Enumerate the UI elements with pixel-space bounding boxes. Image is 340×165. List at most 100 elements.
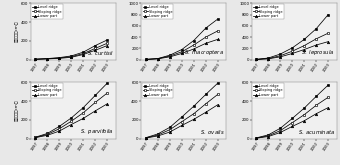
Sloping ridge	[57, 128, 62, 130]
Level ridge	[326, 84, 330, 86]
Sloping ridge	[156, 134, 160, 136]
Sloping ridge	[192, 44, 196, 46]
Sloping ridge	[326, 96, 330, 98]
Lower part	[33, 58, 37, 60]
Level ridge	[216, 82, 220, 84]
Lower part	[57, 130, 62, 132]
Level ridge	[81, 107, 85, 109]
Level ridge	[105, 82, 109, 84]
Sloping ridge	[45, 133, 49, 135]
Legend: Level ridge, Sloping ridge, Lower part: Level ridge, Sloping ridge, Lower part	[142, 83, 173, 98]
Text: $\it{S.\ macroptera}$: $\it{S.\ macroptera}$	[184, 48, 224, 57]
Level ridge	[144, 58, 148, 60]
Sloping ridge	[204, 103, 208, 105]
Level ridge	[192, 105, 196, 107]
Level ridge	[290, 47, 294, 49]
Lower part	[93, 49, 97, 51]
Lower part	[278, 132, 283, 133]
Text: $\it{S.\ curtisii}$: $\it{S.\ curtisii}$	[87, 50, 114, 57]
Line: Lower part: Lower part	[34, 44, 108, 61]
Level ridge	[278, 53, 283, 55]
Level ridge	[302, 107, 306, 109]
Sloping ridge	[144, 58, 148, 60]
Line: Sloping ridge: Sloping ridge	[144, 30, 219, 61]
Sloping ridge	[45, 58, 49, 60]
Level ridge	[204, 27, 208, 29]
Legend: Level ridge, Sloping ridge, Lower part: Level ridge, Sloping ridge, Lower part	[31, 4, 63, 19]
Sloping ridge	[168, 129, 172, 131]
Level ridge	[314, 95, 318, 97]
Line: Lower part: Lower part	[255, 40, 329, 61]
Level ridge	[266, 57, 270, 59]
Lower part	[105, 45, 109, 47]
Level ridge	[156, 58, 160, 60]
Sloping ridge	[254, 58, 258, 60]
Level ridge	[278, 127, 283, 129]
Sloping ridge	[180, 51, 184, 53]
Level ridge	[290, 117, 294, 119]
Lower part	[180, 124, 184, 126]
Legend: Level ridge, Sloping ridge, Lower part: Level ridge, Sloping ridge, Lower part	[252, 4, 284, 19]
Lower part	[302, 120, 306, 122]
Level ridge	[81, 51, 85, 53]
Lower part	[69, 124, 73, 126]
Level ridge	[105, 39, 109, 41]
Level ridge	[69, 55, 73, 57]
Line: Level ridge: Level ridge	[34, 82, 108, 138]
Sloping ridge	[33, 136, 37, 138]
Legend: Level ridge, Sloping ridge, Lower part: Level ridge, Sloping ridge, Lower part	[142, 4, 173, 19]
Level ridge	[302, 38, 306, 40]
Y-axis label: 平均树高（cm）: 平均树高（cm）	[15, 100, 19, 121]
Line: Level ridge: Level ridge	[34, 39, 108, 60]
Level ridge	[33, 136, 37, 138]
Lower part	[105, 103, 109, 105]
Sloping ridge	[290, 50, 294, 52]
Sloping ridge	[192, 113, 196, 115]
Lower part	[144, 58, 148, 60]
Sloping ridge	[278, 130, 283, 132]
Legend: Level ridge, Sloping ridge, Lower part: Level ridge, Sloping ridge, Lower part	[252, 83, 284, 98]
Level ridge	[45, 58, 49, 60]
Sloping ridge	[314, 38, 318, 40]
Lower part	[168, 131, 172, 133]
Legend: Level ridge, Sloping ridge, Lower part: Level ridge, Sloping ridge, Lower part	[31, 83, 63, 98]
Lower part	[204, 111, 208, 113]
Line: Lower part: Lower part	[144, 38, 219, 61]
Level ridge	[254, 137, 258, 139]
Lower part	[156, 58, 160, 60]
Lower part	[192, 118, 196, 120]
Sloping ridge	[93, 101, 97, 103]
Level ridge	[69, 117, 73, 119]
Line: Level ridge: Level ridge	[144, 82, 219, 139]
Level ridge	[93, 94, 97, 96]
Line: Sloping ridge: Sloping ridge	[34, 92, 108, 139]
Level ridge	[168, 126, 172, 128]
Sloping ridge	[278, 55, 283, 57]
Sloping ridge	[168, 55, 172, 57]
Level ridge	[156, 133, 160, 135]
Lower part	[326, 41, 330, 43]
Lower part	[314, 113, 318, 115]
Sloping ridge	[254, 137, 258, 139]
Lower part	[254, 58, 258, 60]
Lower part	[314, 44, 318, 46]
Level ridge	[57, 125, 62, 127]
Lower part	[168, 56, 172, 58]
Level ridge	[57, 57, 62, 59]
Lower part	[290, 125, 294, 127]
Lower part	[156, 135, 160, 137]
Level ridge	[33, 58, 37, 60]
Line: Level ridge: Level ridge	[255, 84, 329, 139]
Sloping ridge	[57, 57, 62, 59]
Line: Level ridge: Level ridge	[144, 18, 219, 61]
Sloping ridge	[302, 45, 306, 47]
Sloping ridge	[105, 42, 109, 44]
Sloping ridge	[302, 114, 306, 116]
Lower part	[45, 58, 49, 60]
Level ridge	[266, 134, 270, 136]
Lower part	[278, 56, 283, 58]
Lower part	[204, 42, 208, 44]
Lower part	[290, 52, 294, 54]
Lower part	[45, 134, 49, 136]
Sloping ridge	[144, 137, 148, 139]
